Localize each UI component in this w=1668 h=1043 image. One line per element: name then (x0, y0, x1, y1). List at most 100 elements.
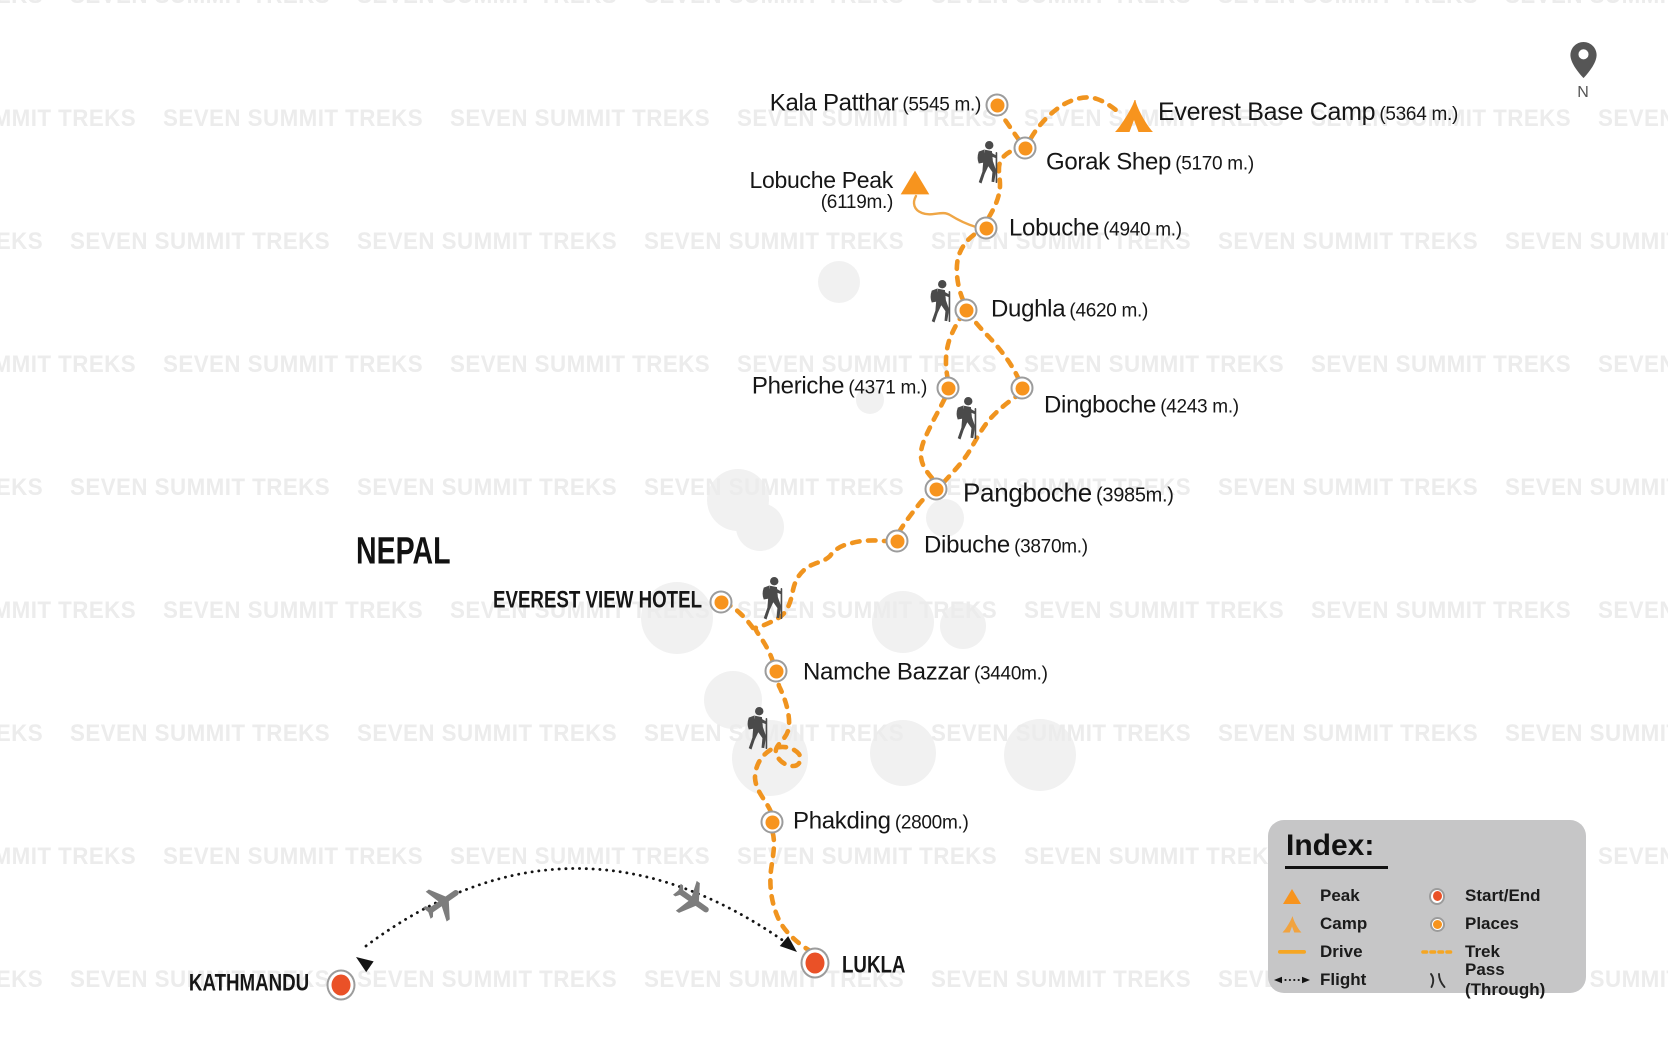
watermark-text: SEVEN SUMMIT TREKS (357, 966, 618, 993)
waypoint-name: EVEREST VIEW HOTEL (492, 586, 702, 614)
waypoint-name: KATHMANDU (188, 969, 309, 997)
watermark-text: SEVEN SUMMIT TREKS (0, 597, 137, 624)
waypoint-name: Phakding (793, 807, 891, 835)
camp-tent-icon (1114, 99, 1154, 138)
watermark-text: SEVEN SUMMIT TREKS (644, 474, 905, 501)
index-item-places: Places (1418, 913, 1519, 935)
marker-dingboche (1010, 376, 1034, 400)
waypoint-altitude: (3985m.) (1096, 484, 1174, 507)
watermark-text: SEVEN SUMMIT TREKS (931, 0, 1191, 10)
waypoint-name: Gorak Shep (1046, 148, 1172, 176)
waypoint-altitude: (3440m.) (974, 663, 1048, 685)
trek-dingboche-dughla (967, 312, 1022, 383)
peak-icon (1273, 888, 1311, 905)
airplane-icon (420, 880, 466, 931)
label-phakding: Phakding (2800m.) (793, 807, 969, 835)
background-circle (856, 386, 884, 414)
marker-phakding (760, 810, 784, 834)
index-item-label: Camp (1320, 914, 1368, 933)
watermark-text: SEVEN SUMMIT TREKS (0, 843, 137, 870)
hiker-icon (741, 706, 772, 757)
watermark-text: SEVEN SUMMIT TREKS (357, 474, 618, 501)
label-kathmandu: KATHMANDU (188, 969, 309, 997)
marker-lukla (800, 947, 830, 979)
label-lukla: LUKLA (842, 951, 906, 979)
waypoint-altitude: (6119m.) (820, 192, 894, 214)
watermark-text: SEVEN SUMMIT TREKS (1598, 351, 1668, 378)
watermark-text: SEVEN SUMMIT TREKS (1218, 0, 1478, 10)
waypoint-name: Dibuche (924, 531, 1010, 559)
map-pin-icon (1569, 42, 1597, 82)
watermark-text: SEVEN SUMMIT TREKS (737, 351, 998, 378)
watermark-text: SEVEN SUMMIT TREKS (644, 720, 905, 747)
trek-phakding-namche (752, 673, 803, 815)
label-everest-base-camp: Everest Base Camp (5364 m.) (1158, 99, 1458, 125)
watermark-text: SEVEN SUMMIT TREKS (644, 0, 904, 10)
marker-namche-bazzar (764, 659, 788, 683)
watermark-text: SEVEN SUMMIT TREKS (357, 0, 617, 10)
watermark-text: SEVEN SUMMIT TREKS (357, 228, 618, 255)
trek-namche-dibuche (751, 538, 893, 665)
watermark-text: SEVEN SUMMIT TREKS (931, 228, 1192, 255)
watermark-text: SEVEN SUMMIT TREKS (644, 966, 905, 993)
watermark-text: SEVEN SUMMIT TREKS (0, 720, 44, 747)
label-lobuche-peak: Lobuche Peak (6119m.) (749, 167, 894, 214)
waypoint-altitude: (4940 m.) (1103, 219, 1182, 241)
label-kala-patthar: Kala Patthar (5545 m.) (770, 91, 982, 117)
watermark-text: SEVEN SUMMIT TREKS (737, 843, 998, 870)
watermark-text: SEVEN SUMMIT TREKS (1505, 720, 1668, 747)
label-everest-view-hotel: EVEREST VIEW HOTEL (492, 586, 702, 614)
watermark-text: SEVEN SUMMIT TREKS (1598, 597, 1668, 624)
index-item-label: Start/End (1465, 886, 1541, 905)
marker-dibuche (885, 529, 909, 553)
watermark-text: SEVEN SUMMIT TREKS (450, 351, 711, 378)
flight-icon (1273, 974, 1311, 986)
waypoint-name: LUKLA (842, 951, 906, 979)
waypoint-name: Dughla (991, 295, 1066, 323)
background-circle (1004, 719, 1076, 791)
watermark-text: SEVEN SUMMIT TREKS (1311, 105, 1572, 132)
label-lobuche: Lobuche (4940 m.) (1009, 214, 1182, 242)
background-circle (818, 261, 860, 303)
watermark-text: SEVEN SUMMIT TREKS (1218, 474, 1479, 501)
index-legend: Index: Peak Camp Drive Flight Start/End (1268, 820, 1586, 999)
watermark-text: SEVEN SUMMIT TREKS (0, 351, 137, 378)
watermark-text: SEVEN SUMMIT TREKS (931, 966, 1192, 993)
label-dibuche: Dibuche (3870m.) (924, 531, 1088, 559)
trek-gorakshep-everest-base-camp (1028, 95, 1123, 141)
index-item-drive: Drive (1273, 941, 1363, 963)
index-title: Index: (1285, 829, 1389, 869)
waypoint-altitude: (3870m.) (1014, 536, 1088, 558)
waypoint-name: Lobuche Peak (749, 167, 894, 194)
label-dughla: Dughla (4620 m.) (991, 295, 1148, 323)
label-gorak-shep: Gorak Shep (5170 m.) (1046, 148, 1254, 176)
background-circle (732, 720, 808, 796)
marker-everest-view-hotel (709, 590, 733, 614)
north-label: N (1577, 84, 1589, 101)
index-item-trek: Trek (1418, 941, 1500, 963)
background-circle (872, 591, 934, 653)
background-circle (736, 503, 784, 551)
hiker-icon (924, 279, 955, 330)
watermark-text: SEVEN SUMMIT TREKS (450, 105, 711, 132)
watermark-text: SEVEN SUMMIT TREKS (0, 228, 44, 255)
index-item-label: Pass (Through) (1465, 960, 1546, 999)
background-circle (870, 720, 936, 786)
trek-pangboche-pheriche (918, 389, 951, 481)
watermark-text: SEVEN SUMMIT TREKS (1598, 105, 1668, 132)
watermark-text: SEVEN SUMMIT TREKS (1024, 351, 1285, 378)
flight-arrowhead-icon (356, 957, 374, 973)
marker-kathmandu (326, 969, 356, 1001)
marker-dughla (954, 298, 978, 322)
camp-icon (1273, 916, 1311, 933)
background-circle (926, 499, 964, 537)
hiker-icon (971, 140, 1002, 191)
region-label-nepal: NEPAL (356, 530, 451, 573)
watermark-text: SEVEN SUMMIT TREKS (1218, 720, 1479, 747)
waypoint-name: Lobuche (1009, 214, 1099, 242)
label-pangboche: Pangboche (3985m.) (963, 479, 1174, 506)
marker-lobuche (974, 216, 998, 240)
trek-lukla-phakding (768, 821, 815, 955)
watermark-text: SEVEN SUMMIT TREKS (1311, 351, 1572, 378)
peak-icon (897, 169, 933, 201)
